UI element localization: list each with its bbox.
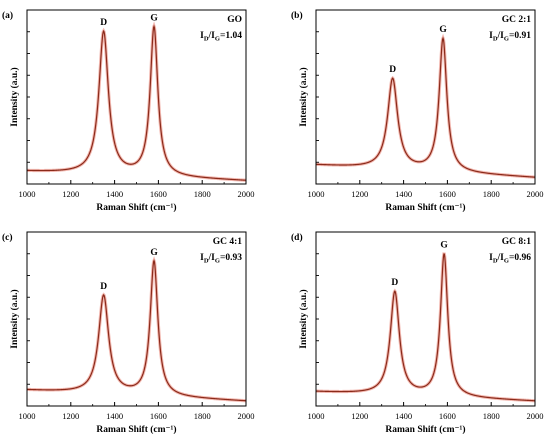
x-axis-title: Raman Shift (cm⁻¹)	[96, 424, 176, 435]
x-axis-title: Raman Shift (cm⁻¹)	[385, 424, 465, 435]
ratio-label: ID/IG=0.93	[200, 253, 242, 265]
panel-c: 1000 1200 1400 1600 1800 2000 Raman Shift (cm⁻…	[2, 231, 255, 435]
x-tick-label: 1400	[106, 189, 123, 199]
x-axis-title: Raman Shift (cm⁻¹)	[385, 202, 465, 213]
ratio-label: ID/IG=1.04	[200, 31, 242, 43]
peak-label-d: D	[100, 282, 107, 292]
spectrum-line	[315, 253, 536, 402]
spectrum-halo	[26, 256, 247, 403]
x-tick-label: 1600	[150, 411, 167, 421]
x-tick-label: 1600	[439, 189, 456, 199]
panel-label: (c)	[2, 232, 13, 243]
x-tick-label: 1600	[439, 411, 456, 421]
x-tick-label: 1200	[351, 411, 368, 421]
x-tick-label: 1800	[483, 189, 500, 199]
peak-label-d: D	[389, 65, 396, 75]
peak-label-g: G	[150, 248, 158, 258]
peak-label-d: D	[391, 278, 398, 288]
sample-label: GC 2:1	[502, 15, 532, 25]
x-tick-label: 1400	[395, 189, 412, 199]
panel-label: (d)	[291, 232, 303, 243]
x-tick-label: 2000	[527, 411, 544, 421]
x-tick-label: 1400	[395, 411, 412, 421]
x-tick-label: 2000	[238, 411, 255, 421]
panel-label: (a)	[2, 10, 13, 21]
x-axis-title: Raman Shift (cm⁻¹)	[96, 202, 176, 213]
peak-label-g: G	[439, 25, 447, 35]
peak-label-g: G	[150, 13, 158, 23]
peak-label-g: G	[440, 241, 448, 251]
x-tick-label: 1000	[308, 411, 325, 421]
sample-label: GO	[227, 15, 242, 25]
x-tick-label: 1000	[308, 189, 325, 199]
panel-b: 1000 1200 1400 1600 1800 2000 Raman Shift (cm⁻…	[291, 9, 544, 213]
x-tick-label: 2000	[527, 189, 544, 199]
x-tick-label: 1600	[150, 189, 167, 199]
y-axis-title: Intensity (a.u.)	[9, 289, 20, 348]
peak-label-d: D	[100, 18, 107, 28]
ratio-label: ID/IG=0.91	[489, 31, 531, 43]
x-tick-label: 1200	[351, 189, 368, 199]
y-axis-title: Intensity (a.u.)	[298, 289, 309, 348]
x-tick-label: 1800	[194, 189, 211, 199]
spectrum-line	[26, 259, 247, 402]
x-tick-label: 2000	[238, 189, 255, 199]
y-axis-title: Intensity (a.u.)	[9, 67, 20, 126]
spectrum-halo	[315, 252, 536, 403]
x-tick-label: 1800	[483, 411, 500, 421]
x-tick-label: 1200	[62, 411, 79, 421]
x-tick-label: 1200	[62, 189, 79, 199]
sample-label: GC 4:1	[213, 237, 243, 247]
y-axis-title: Intensity (a.u.)	[298, 67, 309, 126]
ratio-label: ID/IG=0.96	[489, 253, 531, 265]
panel-label: (b)	[291, 10, 303, 21]
sample-label: GC 8:1	[502, 237, 532, 247]
x-tick-label: 1000	[19, 411, 36, 421]
x-tick-label: 1400	[106, 411, 123, 421]
spectrum-halo	[26, 21, 247, 182]
panel-d: 1000 1200 1400 1600 1800 2000 Raman Shift (cm⁻…	[291, 231, 544, 435]
x-tick-label: 1800	[194, 411, 211, 421]
spectrum-halo	[315, 33, 536, 179]
panel-a: 1000 1200 1400 1600 1800 2000 Raman Shift (cm⁻…	[2, 9, 255, 213]
spectrum-line	[315, 36, 536, 178]
x-tick-label: 1000	[19, 189, 36, 199]
spectrum-line	[26, 24, 247, 181]
